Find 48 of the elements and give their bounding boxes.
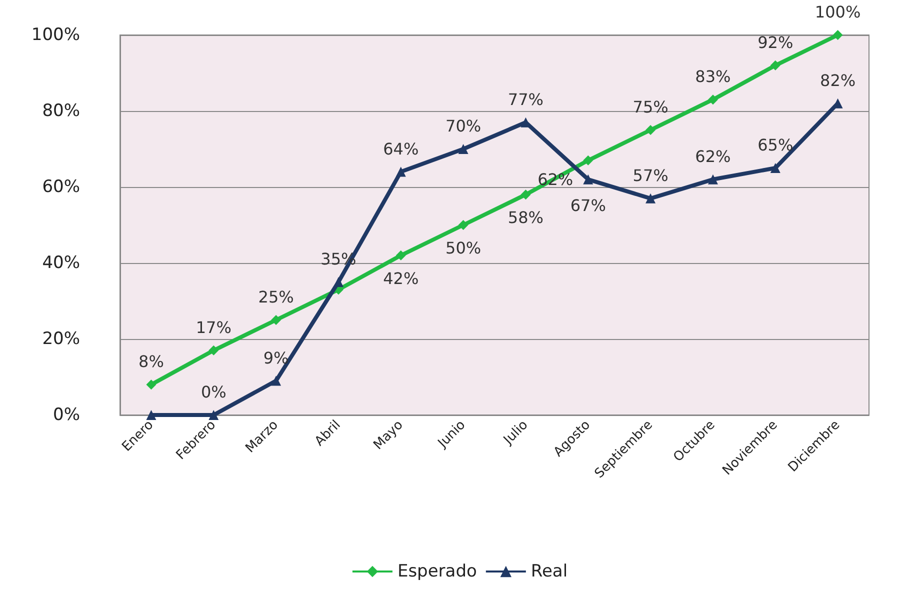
- point: [770, 60, 780, 70]
- point: [708, 174, 718, 184]
- data-label: 62%: [695, 146, 731, 166]
- y-tick-label: 80%: [42, 101, 80, 121]
- y-tick-label: 20%: [42, 329, 80, 349]
- data-label: 64%: [383, 139, 419, 158]
- legend-label: Esperado: [397, 562, 477, 582]
- data-label: 50%: [446, 238, 482, 258]
- data-label: 83%: [695, 67, 731, 86]
- point: [583, 155, 594, 166]
- point: [271, 315, 282, 325]
- point: [208, 345, 219, 356]
- point: [146, 410, 156, 420]
- data-label: 42%: [383, 268, 419, 288]
- data-label: 67%: [570, 196, 606, 215]
- point: [146, 380, 156, 390]
- point: [583, 174, 594, 184]
- point: [208, 410, 219, 420]
- point: [333, 277, 344, 287]
- data-label: 17%: [196, 318, 232, 337]
- data-label: 8%: [138, 352, 164, 372]
- point: [458, 144, 468, 154]
- y-tick-label: 40%: [42, 253, 80, 273]
- data-label: 25%: [258, 288, 294, 306]
- data-label: 65%: [758, 136, 794, 154]
- data-label: 58%: [508, 208, 544, 228]
- point: [770, 163, 780, 173]
- data-label: 0%: [200, 382, 226, 402]
- data-label: 77%: [508, 90, 544, 109]
- data-label: 57%: [632, 166, 668, 185]
- legend-label: Real: [530, 562, 568, 582]
- point: [708, 94, 718, 105]
- data-label: 82%: [820, 70, 856, 90]
- y-tick-label: 100%: [31, 25, 80, 45]
- data-label: 100%: [814, 2, 861, 22]
- point: [520, 190, 531, 200]
- point: [271, 376, 282, 386]
- data-label: 9%: [263, 348, 289, 368]
- point: [646, 193, 656, 204]
- point: [646, 125, 656, 135]
- y-tick-label: 60%: [42, 177, 80, 197]
- point: [396, 166, 406, 177]
- data-label: 92%: [758, 32, 794, 52]
- data-label: 70%: [446, 116, 482, 136]
- y-tick-label: 0%: [53, 405, 80, 425]
- point: [458, 220, 468, 230]
- point: [396, 250, 406, 260]
- point: [832, 30, 843, 40]
